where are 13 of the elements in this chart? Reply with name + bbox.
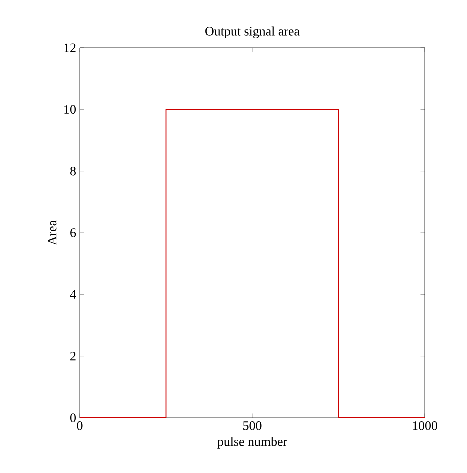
x-tick-label: 1000 (413, 422, 438, 430)
x-tick-label: 500 (244, 422, 262, 430)
x-tick-label: 0 (77, 422, 83, 430)
chart-title: Output signal area (206, 26, 300, 38)
x-axis-title: pulse number (218, 437, 288, 449)
y-tick-label: 10 (64, 105, 76, 114)
y-tick-label: 8 (70, 166, 76, 176)
y-tick-label: 6 (70, 228, 76, 238)
y-tick-label: 2 (70, 352, 76, 361)
y-tick-label: 12 (64, 44, 76, 52)
y-axis-title: Area (48, 220, 57, 246)
y-tick-label: 0 (70, 414, 76, 422)
y-tick-label: 4 (70, 290, 76, 299)
